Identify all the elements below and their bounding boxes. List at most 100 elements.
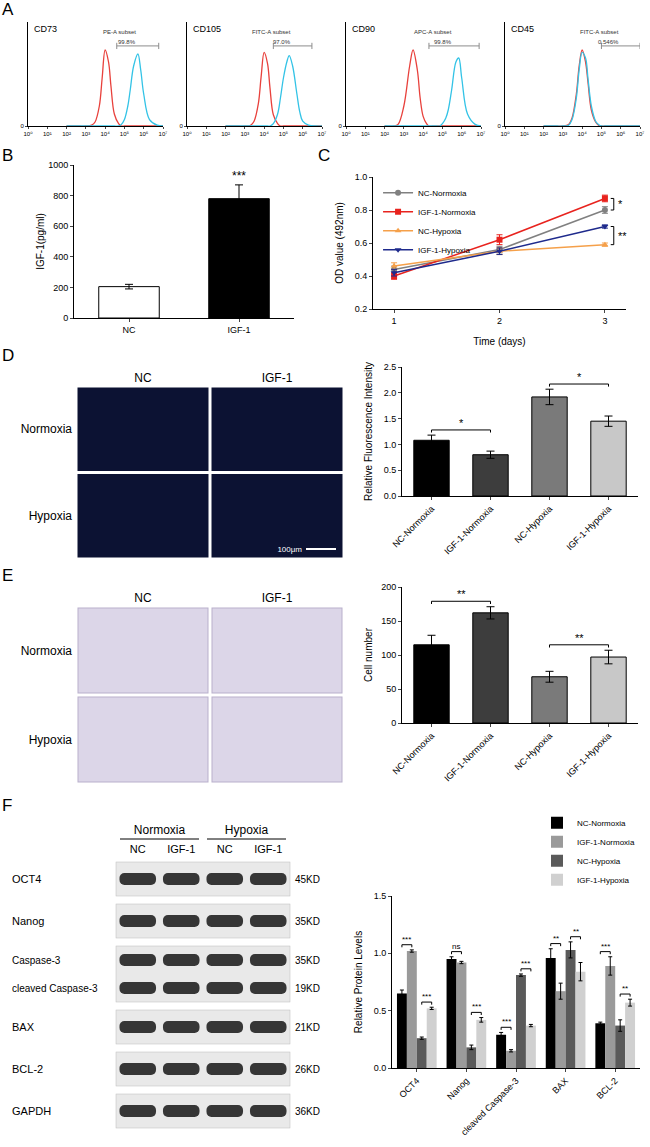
svg-text:IGF-1-Normoxia: IGF-1-Normoxia — [577, 838, 635, 847]
svg-text:10⁷: 10⁷ — [159, 131, 168, 137]
svg-text:CD45: CD45 — [511, 24, 534, 34]
svg-text:600: 600 — [53, 221, 68, 231]
svg-text:*: * — [459, 417, 464, 429]
svg-text:50: 50 — [386, 684, 396, 694]
svg-text:***: *** — [422, 992, 431, 1001]
svg-text:0: 0 — [63, 313, 68, 323]
svg-text:400: 400 — [53, 252, 68, 262]
svg-text:BCL-2: BCL-2 — [12, 1063, 43, 1075]
svg-text:***: *** — [502, 1017, 511, 1026]
svg-text:10²: 10² — [221, 131, 230, 137]
svg-text:Nanog: Nanog — [12, 915, 44, 927]
svg-text:10⁶: 10⁶ — [616, 131, 626, 137]
svg-text:**: ** — [622, 984, 628, 993]
svg-text:100: 100 — [381, 650, 396, 660]
svg-text:NC-Hypoxia: NC-Hypoxia — [418, 227, 462, 236]
svg-text:0: 0 — [338, 123, 342, 129]
svg-text:10⁵: 10⁵ — [279, 131, 289, 137]
svg-text:IGF-1-Hypoxia: IGF-1-Hypoxia — [565, 731, 613, 779]
svg-text:GAPDH: GAPDH — [12, 1105, 51, 1117]
svg-text:26KD: 26KD — [295, 1064, 320, 1075]
svg-text:FITC-A subset: FITC-A subset — [580, 29, 619, 35]
svg-text:Hypoxia: Hypoxia — [225, 823, 269, 837]
svg-text:IGF-1: IGF-1 — [254, 843, 282, 855]
svg-text:Normoxia: Normoxia — [21, 422, 73, 436]
svg-text:CD73: CD73 — [34, 24, 57, 34]
svg-text:IGF-1-Hypoxia: IGF-1-Hypoxia — [418, 246, 471, 255]
svg-text:21KD: 21KD — [295, 1022, 320, 1033]
svg-text:10⁶: 10⁶ — [457, 131, 467, 137]
svg-text:10¹: 10¹ — [43, 131, 52, 137]
svg-text:IGF-1: IGF-1 — [262, 371, 293, 385]
svg-text:3: 3 — [602, 316, 607, 326]
svg-text:2.5: 2.5 — [384, 362, 397, 372]
svg-text:***: *** — [521, 959, 530, 968]
svg-text:NC-Normoxia: NC-Normoxia — [418, 189, 467, 198]
svg-text:**: ** — [457, 588, 466, 600]
svg-text:cleaved Caspase-3: cleaved Caspase-3 — [459, 1076, 521, 1138]
svg-text:IGF-1: IGF-1 — [262, 591, 293, 605]
svg-text:**: ** — [573, 927, 579, 936]
svg-text:Relative Fluorescence Intensit: Relative Fluorescence Intensity — [363, 362, 374, 501]
svg-text:99.8%: 99.8% — [118, 39, 136, 45]
svg-text:10³: 10³ — [400, 131, 409, 137]
svg-text:***: *** — [232, 169, 246, 183]
svg-text:10⁶: 10⁶ — [139, 131, 149, 137]
svg-text:10³: 10³ — [82, 131, 91, 137]
svg-text:***: *** — [472, 1002, 481, 1011]
svg-text:0.546%: 0.546% — [598, 39, 619, 45]
svg-text:BAX: BAX — [12, 1021, 35, 1033]
svg-text:800: 800 — [53, 191, 68, 201]
svg-text:CD105: CD105 — [193, 24, 221, 34]
svg-text:10⁷: 10⁷ — [477, 131, 486, 137]
svg-text:0.6: 0.6 — [355, 238, 368, 248]
svg-text:2.0: 2.0 — [384, 388, 397, 398]
svg-text:1.5: 1.5 — [374, 891, 387, 901]
svg-text:1.0: 1.0 — [384, 440, 397, 450]
svg-text:97.0%: 97.0% — [273, 39, 291, 45]
svg-text:0.5: 0.5 — [374, 1006, 387, 1016]
svg-text:150: 150 — [381, 616, 396, 626]
svg-text:99.8%: 99.8% — [434, 39, 452, 45]
svg-text:IGF-1(pg/ml): IGF-1(pg/ml) — [35, 213, 46, 270]
svg-text:*: * — [577, 371, 582, 383]
svg-text:APC-A subset: APC-A subset — [414, 29, 452, 35]
svg-text:2: 2 — [497, 316, 502, 326]
svg-text:10⁰: 10⁰ — [341, 131, 351, 137]
svg-text:Nanog: Nanog — [445, 1076, 471, 1102]
svg-text:OD value (492nm): OD value (492nm) — [334, 202, 345, 284]
svg-text:IGF-1-Normoxia: IGF-1-Normoxia — [418, 208, 476, 217]
svg-text:NC: NC — [217, 843, 233, 855]
svg-text:NC-Normoxia: NC-Normoxia — [577, 819, 626, 828]
svg-text:10⁴: 10⁴ — [419, 131, 429, 137]
svg-text:10¹: 10¹ — [520, 131, 529, 137]
svg-text:0: 0 — [497, 123, 501, 129]
svg-text:10⁵: 10⁵ — [597, 131, 607, 137]
svg-text:NC-Hypoxia: NC-Hypoxia — [577, 857, 621, 866]
svg-text:***: *** — [402, 935, 411, 944]
svg-text:10⁷: 10⁷ — [636, 131, 645, 137]
svg-text:10¹: 10¹ — [361, 131, 370, 137]
svg-text:0.0: 0.0 — [374, 1063, 387, 1073]
svg-text:1.5: 1.5 — [384, 414, 397, 424]
svg-text:10²: 10² — [539, 131, 548, 137]
svg-text:BAX: BAX — [550, 1076, 570, 1096]
svg-text:NC: NC — [130, 843, 146, 855]
svg-text:***: *** — [601, 942, 610, 951]
svg-text:35KD: 35KD — [295, 955, 320, 966]
svg-text:10³: 10³ — [241, 131, 250, 137]
svg-text:10⁶: 10⁶ — [298, 131, 308, 137]
svg-text:IGF-1-Hypoxia: IGF-1-Hypoxia — [577, 876, 630, 885]
svg-text:10⁷: 10⁷ — [318, 131, 327, 137]
svg-text:**: ** — [618, 230, 627, 242]
svg-text:0: 0 — [391, 718, 396, 728]
svg-text:**: ** — [575, 632, 584, 644]
svg-text:IGF-1-Normoxia: IGF-1-Normoxia — [442, 731, 495, 784]
svg-text:Hypoxia: Hypoxia — [29, 733, 73, 747]
svg-text:IGF-1-Normoxia: IGF-1-Normoxia — [442, 504, 495, 557]
svg-text:1000: 1000 — [48, 160, 68, 170]
svg-text:Normoxia: Normoxia — [134, 823, 186, 837]
svg-text:1.0: 1.0 — [374, 948, 387, 958]
svg-text:10⁵: 10⁵ — [438, 131, 448, 137]
svg-text:cleaved Caspase-3: cleaved Caspase-3 — [12, 983, 98, 994]
